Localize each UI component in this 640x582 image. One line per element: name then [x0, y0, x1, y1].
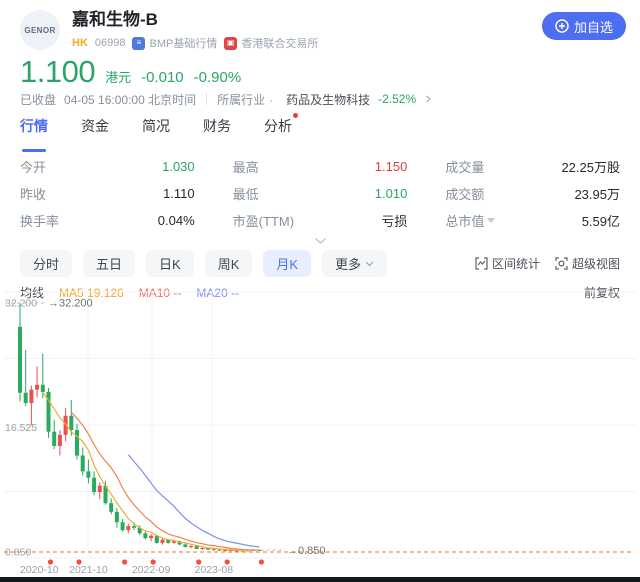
add-watchlist-button[interactable]: 加自选 — [541, 12, 626, 40]
svg-text:16.525: 16.525 — [5, 422, 37, 434]
company-logo: GENOR — [20, 10, 60, 50]
market-tag: HK — [72, 37, 88, 49]
ma-title: 均线 — [20, 286, 45, 300]
header: GENOR 嘉和生物-B HK 06998 ≡ BMP基础行情 ▣ 香港联合交易… — [0, 0, 640, 52]
price-row: 1.100 港元 -0.010 -0.90% — [0, 54, 640, 89]
stat-cell: 昨收 1.110 — [20, 180, 195, 207]
stat-label: 昨收 — [20, 187, 47, 202]
market-status: 已收盘 — [20, 92, 57, 107]
notification-dot — [293, 113, 298, 118]
stat-label: 今开 — [20, 160, 47, 175]
stat-value: 22.25万股 — [561, 160, 620, 175]
stat-cell: 总市值 5.59亿 — [445, 207, 620, 234]
svg-text:→0.850: →0.850 — [287, 545, 326, 557]
svg-text:2020-10: 2020-10 — [20, 564, 59, 576]
svg-text:0.850: 0.850 — [5, 547, 31, 559]
stat-value: 1.110 — [163, 186, 195, 201]
stat-cell: 成交量 22.25万股 — [445, 153, 620, 180]
super-view-icon — [555, 257, 568, 270]
stat-label: 总市值 — [445, 211, 496, 230]
chart-tools: 区间统计 超级视图 — [475, 255, 620, 272]
svg-text:2021-10: 2021-10 — [69, 564, 108, 576]
svg-text:2022-09: 2022-09 — [132, 564, 171, 576]
svg-text:32.200: 32.200 — [5, 298, 37, 310]
stat-cell: 最高 1.150 — [233, 153, 408, 180]
tab-行情[interactable]: 行情 — [20, 116, 48, 152]
stat-value: 23.95万 — [574, 187, 620, 202]
price-change-pct: -0.90% — [193, 69, 242, 86]
stat-value: 1.010 — [374, 186, 408, 201]
stat-cell: 市盈(TTM) 亏损 — [233, 207, 408, 234]
adjust-mode-button[interactable]: 前复权 — [583, 286, 620, 300]
stat-cell: 成交额 23.95万 — [445, 180, 620, 207]
industry-link[interactable]: 药品及生物科技 — [286, 92, 371, 107]
price-change: -0.010 — [141, 69, 184, 86]
stat-label: 成交额 — [445, 187, 485, 202]
quote-level-icon: ≡ — [132, 36, 146, 50]
exchange-badge: ▣ 香港联合交易所 — [224, 35, 318, 51]
kline-chart-svg: 32.200 16.525 0.850 →32.200 →0.850 2020-10 202… — [4, 291, 636, 576]
last-price: 1.100 — [20, 54, 96, 89]
chevron-down-icon — [365, 261, 374, 266]
tab-bar: 行情 资金 简况 财务 分析 — [0, 113, 640, 152]
svg-text:→32.200: →32.200 — [48, 298, 93, 310]
tab-资金[interactable]: 资金 — [81, 118, 109, 134]
range-statistics-button[interactable]: 区间统计 — [475, 255, 540, 272]
tab-财务[interactable]: 财务 — [203, 118, 231, 134]
currency-label: 港元 — [105, 70, 132, 85]
range-statistics-icon — [475, 257, 488, 270]
kline-chart[interactable]: 32.200 16.525 0.850 →32.200 →0.850 2020-10 202… — [0, 290, 640, 577]
stat-cell: 最低 1.010 — [233, 180, 408, 207]
svg-text:2023-08: 2023-08 — [195, 564, 234, 576]
period-button-分时[interactable]: 分时 — [20, 250, 73, 277]
chart-toolbar: 分时 五日 日K 周K 月K 更多 区间统计 超级视图 — [0, 250, 640, 277]
period-pills: 分时 五日 日K 周K 月K — [20, 250, 312, 277]
industry-label: 所属行业 — [217, 91, 278, 108]
caret-down-icon[interactable] — [487, 218, 496, 223]
stat-label: 市盈(TTM) — [232, 214, 295, 229]
stat-label: 最高 — [232, 160, 259, 175]
period-button-日K[interactable]: 日K — [146, 250, 194, 277]
status-row: 已收盘 04-05 16:00:00 北京时间 所属行业 药品及生物科技 -2.… — [0, 91, 640, 107]
stat-value: 亏损 — [381, 214, 408, 229]
exchange-icon: ▣ — [224, 36, 238, 50]
stats-grid: 今开 1.030 最高 1.150 成交量 22.25万股昨收 1.110 最低 1.010 成交… — [0, 153, 640, 234]
expand-stats-button[interactable] — [0, 234, 640, 248]
more-periods-button[interactable]: 更多 — [322, 250, 388, 277]
stat-label: 成交量 — [445, 160, 485, 175]
stat-cell: 换手率 0.04% — [20, 207, 195, 234]
quote-level-badge: ≡ BMP基础行情 — [132, 35, 217, 51]
quote-time: 04-05 16:00:00 北京时间 — [64, 92, 197, 107]
chevron-right-icon[interactable] — [424, 95, 432, 103]
stat-cell: 今开 1.030 — [20, 153, 195, 180]
stat-label: 换手率 — [20, 214, 60, 229]
stat-label: 最低 — [232, 187, 259, 202]
stat-value: 5.59亿 — [581, 214, 620, 229]
period-button-月K[interactable]: 月K — [263, 250, 312, 277]
chevron-down-icon — [314, 237, 326, 245]
tab-简况[interactable]: 简况 — [142, 118, 170, 134]
stat-value: 1.150 — [374, 159, 408, 174]
stat-value: 0.04% — [157, 213, 195, 228]
stock-code: 06998 — [94, 37, 126, 49]
industry-change: -2.52% — [378, 92, 417, 106]
bottom-edge-bar — [0, 577, 640, 582]
company-logo-text: GENOR — [24, 25, 56, 35]
badge-row: HK 06998 ≡ BMP基础行情 ▣ 香港联合交易所 — [72, 35, 318, 51]
super-view-button[interactable]: 超级视图 — [555, 255, 620, 272]
period-button-周K[interactable]: 周K — [204, 250, 253, 277]
divider — [206, 93, 208, 105]
plus-circle-icon — [555, 19, 569, 33]
page-title: 嘉和生物-B — [72, 10, 158, 29]
tab-分析[interactable]: 分析 — [264, 113, 298, 144]
stat-value: 1.030 — [162, 159, 195, 174]
period-button-五日[interactable]: 五日 — [83, 250, 136, 277]
